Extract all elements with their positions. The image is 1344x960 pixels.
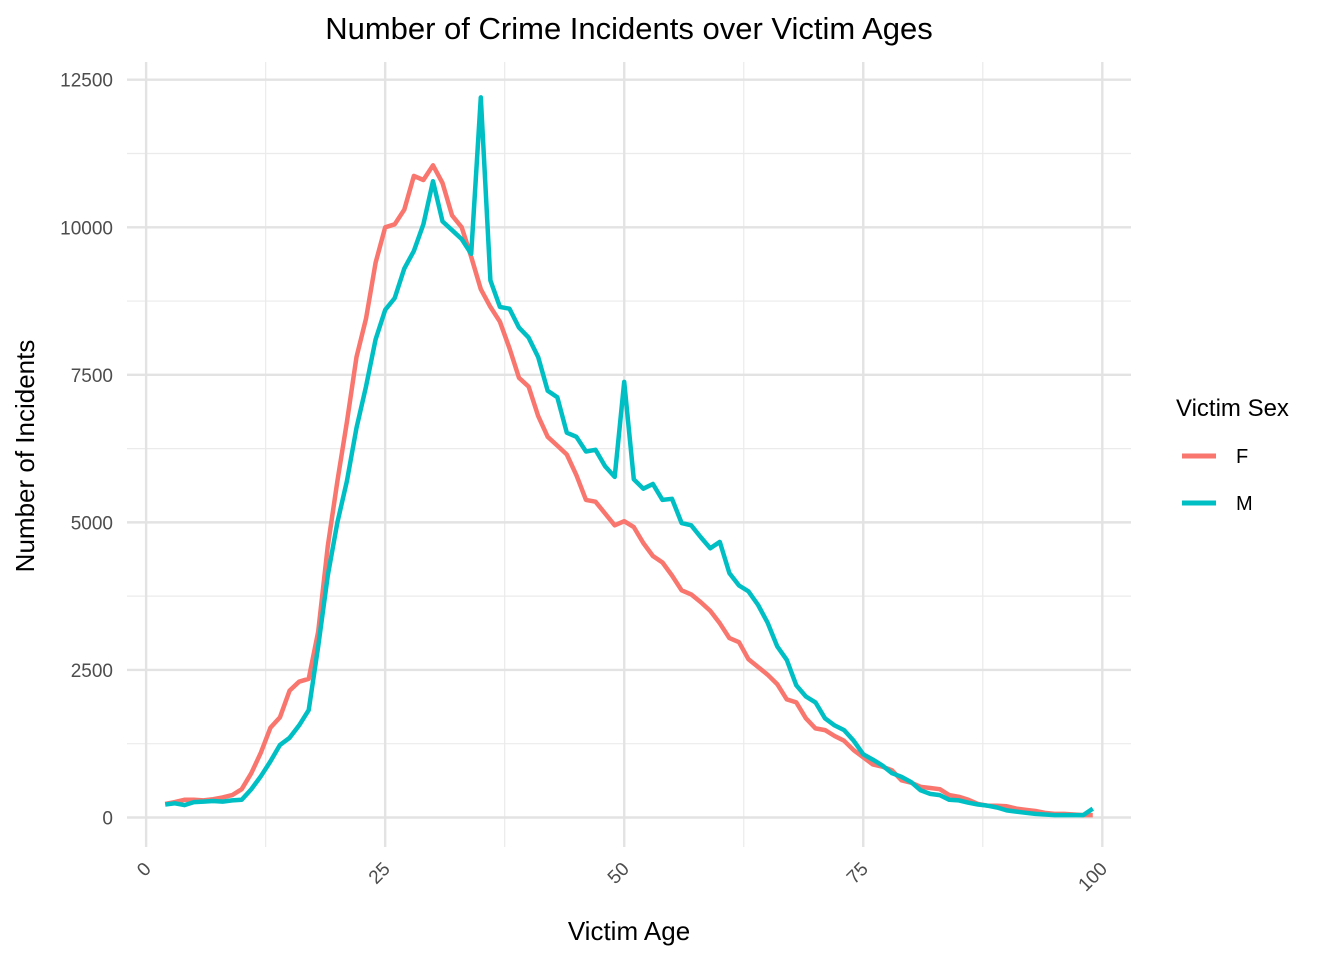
- y-axis-title: Number of Incidents: [10, 340, 40, 573]
- x-axis-title: Victim Age: [568, 916, 690, 946]
- x-tick-label: 100: [1075, 859, 1112, 896]
- y-tick-label: 10000: [60, 218, 113, 239]
- y-tick-label: 12500: [60, 71, 113, 92]
- legend-label-f: F: [1236, 446, 1248, 468]
- x-axis-ticks: 0 25 50 75 100: [133, 859, 1112, 896]
- y-tick-label: 2500: [71, 661, 113, 682]
- y-tick-label: 7500: [71, 366, 113, 387]
- legend-title: Victim Sex: [1176, 395, 1289, 422]
- y-tick-label: 5000: [71, 513, 113, 534]
- x-tick-label: 75: [843, 859, 873, 889]
- x-tick-label: 25: [365, 859, 395, 889]
- x-tick-label: 50: [604, 859, 634, 889]
- chart-title: Number of Crime Incidents over Victim Ag…: [325, 11, 933, 46]
- x-tick-label: 0: [133, 859, 155, 881]
- legend-label-m: M: [1236, 493, 1253, 515]
- y-axis-ticks: 0 2500 5000 7500 10000 12500: [60, 71, 113, 830]
- series-line-m: [164, 95, 1095, 818]
- series-line-f: [164, 163, 1093, 818]
- legend: Victim Sex F M: [1176, 395, 1289, 515]
- y-tick-label: 0: [102, 808, 113, 829]
- grid: [127, 62, 1131, 847]
- plot-lines: [164, 95, 1095, 818]
